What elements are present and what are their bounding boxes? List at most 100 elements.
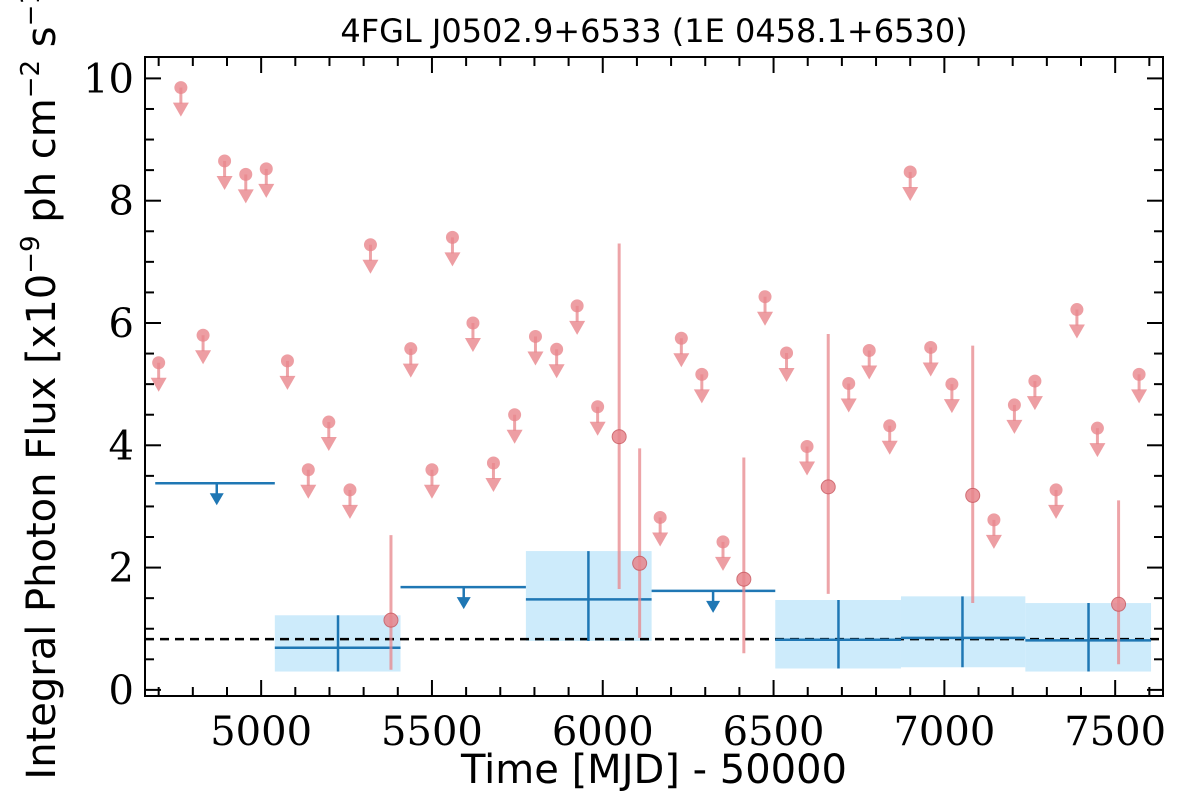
short-bin-upper-limit-arrow: [881, 440, 898, 455]
short-bin-upper-limit-arrow: [799, 461, 816, 476]
short-bin-upper-limit-arrow: [922, 362, 939, 377]
short-bin-upper-limit-point: [758, 290, 772, 304]
axis-ticks: 5000 5500 6000 6500 7000 7500 0 2 4 6 8 10: [83, 56, 1166, 755]
short-bin-upper-limit-arrow: [506, 429, 523, 444]
short-bin-upper-limit-point: [218, 154, 232, 168]
short-bin-upper-limit-point: [174, 81, 188, 95]
x-axis-label: Time [MJD] - 50000: [460, 747, 847, 793]
short-bin-upper-limit-arrow: [757, 311, 774, 326]
x-tick-label: 7500: [1064, 709, 1166, 755]
short-bin-upper-limit-point: [363, 238, 377, 252]
short-bin-upper-limit-arrow: [548, 364, 565, 379]
short-bin-upper-limit-arrow: [362, 259, 379, 274]
short-bin-upper-limit-point: [528, 329, 542, 343]
short-bin-detection-point: [820, 479, 836, 495]
short-bin-upper-limit-arrow: [902, 186, 919, 201]
short-bin-upper-limit-point: [322, 415, 336, 429]
short-bin-upper-limit-point: [945, 377, 959, 391]
short-bin-upper-limit-arrow: [320, 437, 337, 452]
short-bin-detection-point: [383, 612, 399, 628]
short-bin-upper-limit-arrow: [527, 351, 544, 366]
short-bin-upper-limit-point: [1028, 374, 1042, 388]
short-bin-upper-limit-point: [591, 400, 605, 414]
short-bin-upper-limit-point: [883, 419, 897, 433]
short-bin-upper-limit-arrow: [985, 534, 1002, 549]
short-bin-upper-limit-arrow: [150, 377, 167, 392]
short-bin-detection-point: [965, 487, 981, 503]
short-bin-upper-limit-arrow: [861, 365, 878, 380]
long-bin-upper-limit-arrow: [706, 600, 721, 613]
x-tick-label: 7000: [893, 709, 995, 755]
short-bin-upper-limit-point: [259, 162, 273, 176]
short-bin-upper-limit-arrow: [216, 175, 233, 190]
short-bin-upper-limit-point: [486, 456, 500, 470]
short-bin-upper-limit-arrow: [195, 350, 212, 365]
short-bin-upper-limit-point: [653, 510, 667, 524]
short-bin-upper-limit-point: [1090, 421, 1104, 435]
short-bin-upper-limit-point: [780, 346, 794, 360]
short-bin-upper-limit-point: [1007, 398, 1021, 412]
short-bin-upper-limit-point: [800, 440, 814, 454]
short-bin-upper-limit-arrow: [237, 189, 254, 204]
short-bin-upper-limit-point: [550, 342, 564, 356]
short-bin-upper-limit-arrow: [840, 398, 857, 413]
short-bin-upper-limit-arrow: [943, 399, 960, 414]
short-bin-upper-limit-point: [404, 342, 418, 356]
y-tick-label: 4: [109, 423, 134, 469]
short-bin-upper-limit-point: [924, 340, 938, 354]
plot-frame: [144, 56, 1164, 697]
short-bin-upper-limit-point: [1070, 303, 1084, 317]
y-tick-label: 0: [109, 668, 134, 714]
short-bin-upper-limit-point: [280, 354, 294, 368]
short-bin-upper-limit-arrow: [485, 478, 502, 493]
short-bin-upper-limit-point: [343, 483, 357, 497]
long-bin-upper-limit-arrow: [209, 493, 224, 506]
short-bin-upper-limit-arrow: [589, 421, 606, 436]
y-tick-label: 8: [109, 179, 134, 225]
short-bin-detection-point: [632, 555, 648, 571]
short-bin-upper-limit-point: [239, 167, 253, 181]
short-bin-detection-point: [736, 571, 752, 587]
y-axis-label: Integral Photon Flux [x10−9 ph cm−2 s−1]: [16, 0, 65, 780]
x-tick-label: 5000: [210, 709, 312, 755]
short-bin-upper-limit-point: [674, 331, 688, 345]
short-bin-upper-limit-arrow: [1131, 389, 1148, 404]
short-bin-upper-limit-arrow: [300, 484, 317, 499]
short-bin-upper-limit-point: [196, 328, 210, 342]
short-bin-upper-limit-point: [1132, 367, 1146, 381]
x-tick-label: 5500: [381, 709, 483, 755]
short-bin-upper-limit-arrow: [1006, 419, 1023, 434]
short-bin-upper-limit-arrow: [341, 504, 358, 519]
x-tick-label: 6500: [723, 709, 825, 755]
plot-area: [145, 81, 1163, 672]
short-bin-upper-limit-point: [862, 344, 876, 358]
short-bin-upper-limit-arrow: [464, 337, 481, 352]
short-bin-upper-limit-arrow: [1068, 324, 1085, 339]
short-bin-upper-limit-arrow: [444, 252, 461, 267]
short-bin-detection-point: [611, 429, 627, 445]
short-bin-upper-limit-arrow: [778, 367, 795, 382]
short-bin-upper-limit-arrow: [1089, 443, 1106, 458]
short-bin-upper-limit-point: [570, 299, 584, 313]
short-bin-upper-limit-arrow: [715, 556, 732, 571]
short-bin-upper-limit-point: [903, 165, 917, 179]
long-bin-upper-limit-arrow: [456, 597, 471, 610]
short-bin-upper-limit-point: [301, 463, 315, 477]
short-bin-upper-limit-point: [987, 513, 1001, 527]
short-bin-upper-limit-arrow: [1026, 396, 1043, 411]
y-tick-label: 6: [109, 301, 134, 347]
short-bin-upper-limit-arrow: [172, 102, 189, 117]
x-tick-label: 6000: [552, 709, 654, 755]
short-bin-upper-limit-arrow: [673, 353, 690, 368]
short-bin-upper-limit-point: [425, 463, 439, 477]
short-bin-upper-limit-point: [466, 316, 480, 330]
y-tick-label: 2: [109, 546, 134, 592]
short-bin-detection-point: [1111, 596, 1127, 612]
short-bin-upper-limit-point: [716, 535, 730, 549]
chart-title: 4FGL J0502.9+6533 (1E 0458.1+6530): [340, 12, 967, 50]
short-bin-upper-limit-point: [445, 230, 459, 244]
short-bin-upper-limit-point: [508, 408, 522, 422]
short-bin-upper-limit-arrow: [569, 320, 586, 335]
short-bin-upper-limit-arrow: [1048, 504, 1065, 519]
